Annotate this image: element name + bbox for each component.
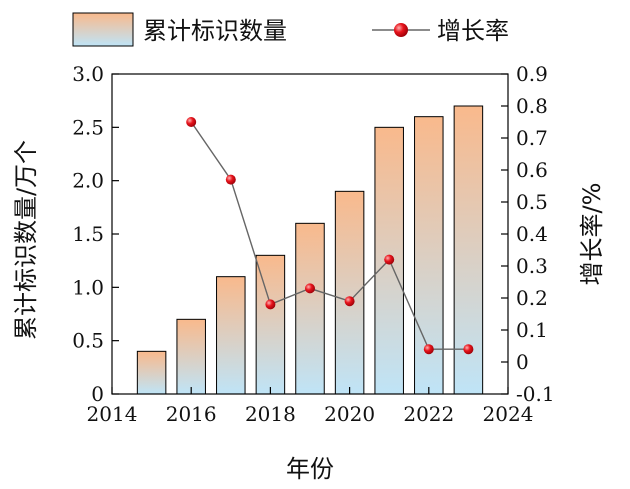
legend: 累计标识数量 增长率	[72, 12, 509, 47]
y-tick-label-1.0: 1.0	[72, 275, 104, 299]
growth-rate-point-2022	[423, 344, 434, 355]
x-tick-label-2024: 2024	[483, 402, 534, 426]
y2-tick-label-0.8: 0.8	[516, 94, 548, 118]
x-tick-label-2016: 2016	[166, 402, 217, 426]
growth-rate-point-2023	[463, 344, 474, 355]
y2-tick-label-0.2: 0.2	[516, 286, 548, 310]
y2-tick-label-0.3: 0.3	[516, 254, 548, 278]
bar-2018	[255, 254, 286, 395]
growth-rate-line	[190, 121, 469, 350]
y-tick-label-1.5: 1.5	[72, 222, 104, 246]
y-axis-left: 0 0.5 1.0 1.5 2.0 2.5 3.0	[72, 62, 119, 406]
legend-line-label: 增长率	[437, 17, 509, 45]
y2-tick-label-0.5: 0.5	[516, 190, 548, 214]
x-tick-label-2018: 2018	[245, 402, 296, 426]
growth-rate-point-2018	[265, 299, 276, 310]
y2-tick-label-0.6: 0.6	[516, 158, 548, 182]
growth-rate-point-2021	[384, 254, 395, 265]
y2-tick-label-0.4: 0.4	[516, 222, 548, 246]
y-tick-label-3.0: 3.0	[72, 62, 104, 86]
legend-bar-swatch	[72, 12, 134, 47]
x-axis-title: 年份	[286, 455, 334, 483]
y2-tick-label-0.9: 0.9	[516, 62, 548, 86]
growth-rate-point-2017	[225, 174, 236, 185]
bar-2020	[334, 190, 365, 395]
y-tick-label-0: 0	[91, 382, 104, 406]
y2-tick-label-0.7: 0.7	[516, 126, 548, 150]
y2-tick-label--0.1: -0.1	[516, 382, 555, 406]
plot-area: 2014 2016 2018 2020 2022 2024 0 0.5 1.0 1.5 2.0 2.…	[72, 62, 554, 426]
y-axis-right: -0.1 0 0.1 0.2 0.3 0.4 0.5 0.6 0.7 0.8 0.9	[501, 62, 555, 406]
y2-axis-title: 增长率/%	[578, 183, 606, 286]
y-tick-label-2.0: 2.0	[72, 169, 104, 193]
x-tick-label-2014: 2014	[87, 402, 138, 426]
growth-rate-point-2016	[186, 117, 197, 127]
legend-bar-label: 累计标识数量	[143, 17, 287, 45]
growth-rate-point-2020	[344, 296, 355, 307]
x-axis: 2014 2016 2018 2020 2022 2024	[87, 387, 534, 426]
y2-tick-label-0: 0	[516, 350, 529, 374]
legend-line-marker	[394, 23, 408, 37]
growth-rate-series	[186, 117, 474, 355]
bar-2017	[216, 276, 246, 395]
bar-series	[136, 105, 484, 395]
bar-2015	[136, 350, 167, 395]
y-tick-label-0.5: 0.5	[72, 329, 104, 353]
bar-2019	[295, 222, 325, 395]
growth-rate-point-2019	[305, 283, 315, 294]
x-tick-label-2020: 2020	[324, 402, 375, 426]
y2-tick-label-0.1: 0.1	[516, 318, 548, 342]
y-tick-label-2.5: 2.5	[72, 115, 104, 139]
bar-2016	[176, 318, 206, 395]
x-tick-label-2022: 2022	[403, 402, 454, 426]
y-axis-title: 累计标识数量/万个	[12, 140, 40, 340]
